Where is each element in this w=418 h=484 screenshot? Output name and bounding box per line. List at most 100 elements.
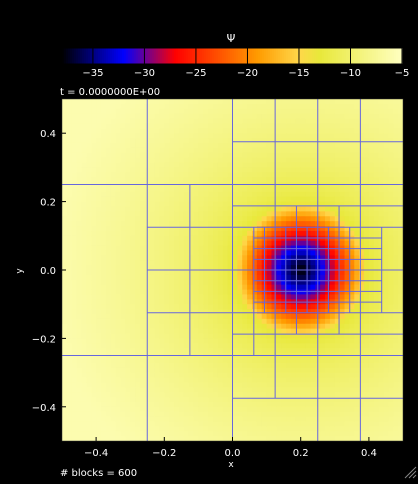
heatmap-cell bbox=[125, 363, 130, 368]
heatmap-cell bbox=[194, 338, 199, 343]
heatmap-cell bbox=[140, 382, 145, 387]
heatmap-cell bbox=[101, 377, 106, 382]
heatmap-cell bbox=[223, 236, 228, 241]
heatmap-cell bbox=[237, 260, 242, 265]
heatmap-cell bbox=[276, 211, 281, 216]
heatmap-cell bbox=[330, 241, 335, 246]
heatmap-cell bbox=[130, 123, 135, 128]
heatmap-cell bbox=[179, 114, 184, 119]
heatmap-cell bbox=[159, 343, 164, 348]
heatmap-cell bbox=[174, 211, 179, 216]
heatmap-cell bbox=[150, 104, 155, 109]
heatmap-cell bbox=[276, 324, 281, 329]
heatmap-cell bbox=[379, 382, 384, 387]
heatmap-cell bbox=[233, 231, 238, 236]
heatmap-cell bbox=[281, 431, 286, 436]
heatmap-cell bbox=[364, 211, 369, 216]
heatmap-cell bbox=[271, 392, 276, 397]
heatmap-cell bbox=[67, 206, 72, 211]
heatmap-cell bbox=[101, 324, 106, 329]
heatmap-cell bbox=[247, 436, 252, 441]
heatmap-cell bbox=[276, 114, 281, 119]
heatmap-cell bbox=[379, 119, 384, 124]
heatmap-cell bbox=[388, 368, 393, 373]
heatmap-cell bbox=[345, 304, 350, 309]
heatmap-cell bbox=[135, 421, 140, 426]
heatmap-cell bbox=[320, 109, 325, 114]
heatmap-cell bbox=[174, 358, 179, 363]
heatmap-cell bbox=[67, 392, 72, 397]
heatmap-cell bbox=[72, 153, 77, 158]
heatmap-cell bbox=[101, 119, 106, 124]
heatmap-cell bbox=[159, 138, 164, 143]
heatmap-cell bbox=[203, 148, 208, 153]
heatmap-cell bbox=[106, 216, 111, 221]
heatmap-cell bbox=[345, 128, 350, 133]
heatmap-cell bbox=[237, 324, 242, 329]
heatmap-cell bbox=[96, 329, 101, 334]
heatmap-cell bbox=[96, 392, 101, 397]
heatmap-cell bbox=[184, 421, 189, 426]
heatmap-cell bbox=[198, 392, 203, 397]
heatmap-cell bbox=[345, 260, 350, 265]
heatmap-cell bbox=[130, 334, 135, 339]
heatmap-cell bbox=[135, 412, 140, 417]
heatmap-cell bbox=[125, 128, 130, 133]
heatmap-cell bbox=[155, 138, 160, 143]
heatmap-cell bbox=[349, 314, 354, 319]
heatmap-cell bbox=[189, 148, 194, 153]
heatmap-cell bbox=[91, 167, 96, 172]
heatmap-cell bbox=[330, 270, 335, 275]
heatmap-cell bbox=[364, 104, 369, 109]
heatmap-cell bbox=[86, 197, 91, 202]
heatmap-cell bbox=[96, 133, 101, 138]
heatmap-cell bbox=[198, 368, 203, 373]
heatmap-cell bbox=[252, 363, 257, 368]
heatmap-cell bbox=[384, 143, 389, 148]
heatmap-cell bbox=[233, 304, 238, 309]
heatmap-cell bbox=[67, 377, 72, 382]
heatmap-cell bbox=[379, 109, 384, 114]
heatmap-cell bbox=[130, 231, 135, 236]
heatmap-cell bbox=[379, 114, 384, 119]
heatmap-cell bbox=[135, 206, 140, 211]
heatmap-cell bbox=[320, 275, 325, 280]
heatmap-cell bbox=[81, 270, 86, 275]
heatmap-cell bbox=[174, 187, 179, 192]
heatmap-cell bbox=[354, 177, 359, 182]
heatmap-cell bbox=[81, 368, 86, 373]
heatmap-cell bbox=[325, 216, 330, 221]
heatmap-cell bbox=[252, 206, 257, 211]
heatmap-cell bbox=[116, 143, 121, 148]
heatmap-cell bbox=[130, 304, 135, 309]
heatmap-cell bbox=[111, 407, 116, 412]
heatmap-cell bbox=[393, 187, 398, 192]
heatmap-cell bbox=[208, 187, 213, 192]
heatmap-cell bbox=[130, 392, 135, 397]
heatmap-cell bbox=[159, 172, 164, 177]
heatmap-cell bbox=[130, 338, 135, 343]
heatmap-cell bbox=[77, 255, 82, 260]
heatmap-cell bbox=[291, 290, 296, 295]
heatmap-cell bbox=[388, 163, 393, 168]
heatmap-cell bbox=[369, 358, 374, 363]
heatmap-cell bbox=[306, 211, 311, 216]
heatmap-cell bbox=[310, 368, 315, 373]
heatmap-cell bbox=[120, 138, 125, 143]
heatmap-cell bbox=[345, 426, 350, 431]
heatmap-cell bbox=[169, 143, 174, 148]
heatmap-cell bbox=[81, 153, 86, 158]
heatmap-cell bbox=[135, 148, 140, 153]
heatmap-cell bbox=[184, 436, 189, 441]
heatmap-cell bbox=[262, 163, 267, 168]
heatmap-cell bbox=[130, 187, 135, 192]
heatmap-cell bbox=[198, 319, 203, 324]
heatmap-cell bbox=[96, 163, 101, 168]
heatmap-cell bbox=[81, 329, 86, 334]
heatmap-cell bbox=[203, 206, 208, 211]
heatmap-cell bbox=[198, 158, 203, 163]
heatmap-cell bbox=[247, 426, 252, 431]
heatmap-cell bbox=[155, 250, 160, 255]
heatmap-cell bbox=[159, 158, 164, 163]
heatmap-cell bbox=[218, 99, 223, 104]
